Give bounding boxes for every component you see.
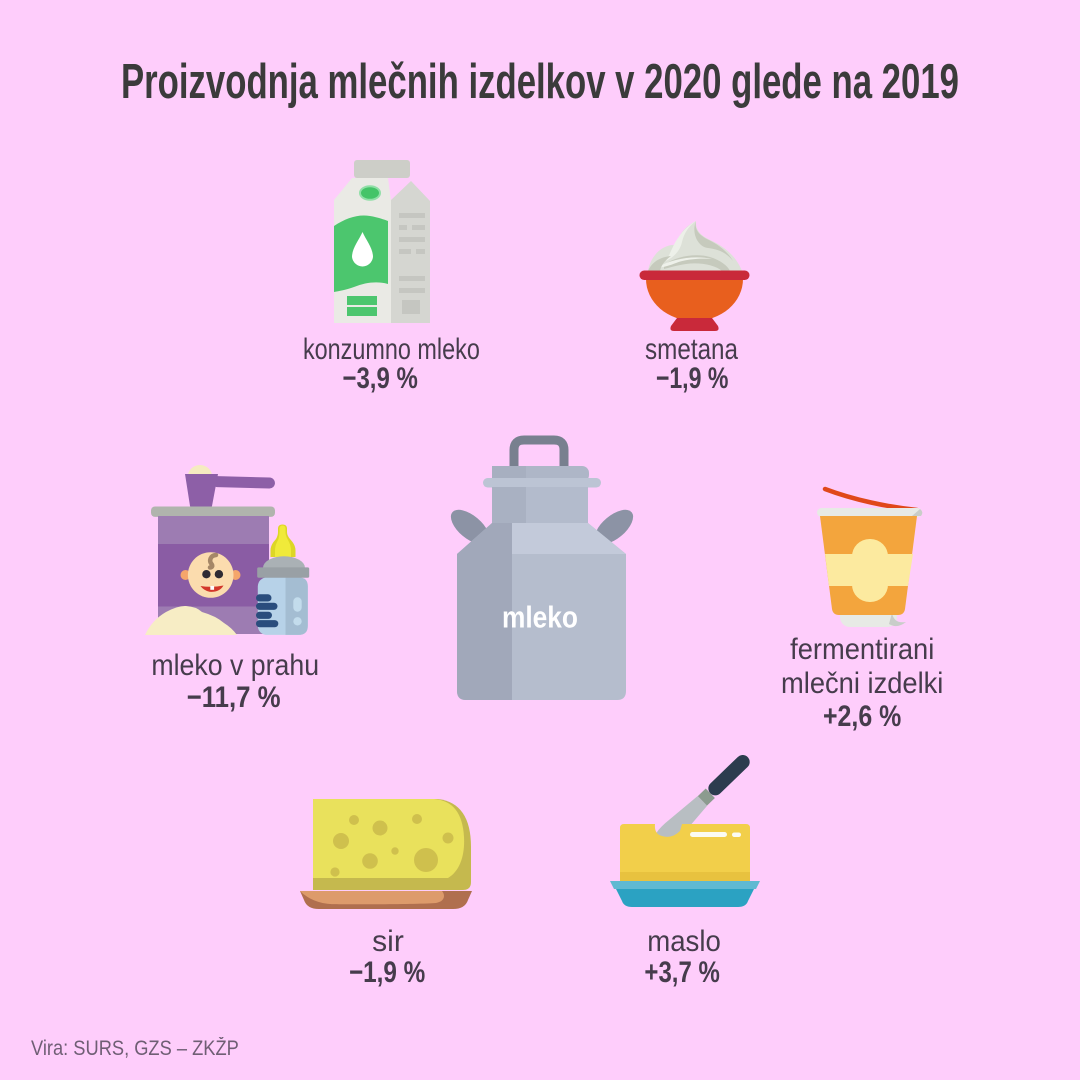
- svg-text:mleko: mleko: [502, 600, 578, 635]
